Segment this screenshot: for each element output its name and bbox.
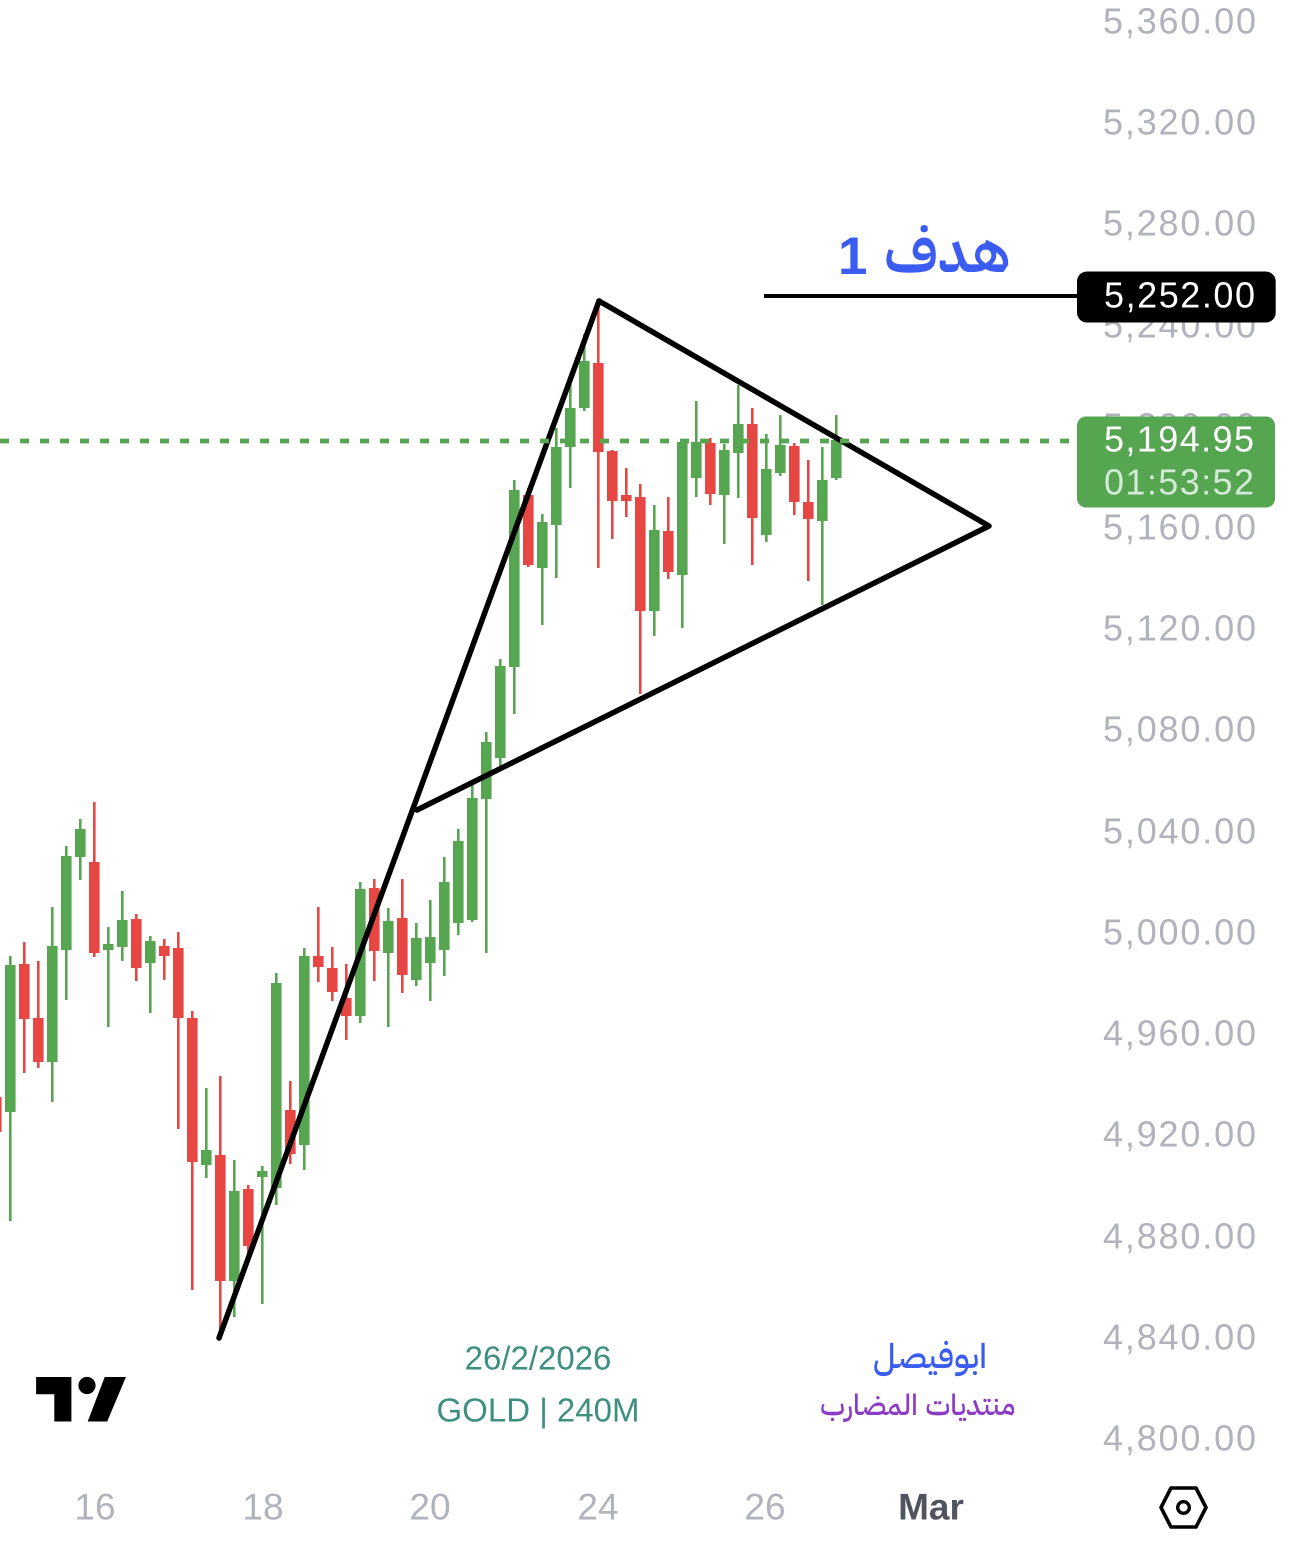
svg-text:5,320.00: 5,320.00 <box>1103 102 1256 143</box>
svg-text:5,040.00: 5,040.00 <box>1103 811 1256 852</box>
svg-text:26/2/2026: 26/2/2026 <box>465 1340 612 1377</box>
svg-text:Mar: Mar <box>898 1487 964 1528</box>
svg-text:5,160.00: 5,160.00 <box>1103 507 1256 548</box>
svg-text:4,880.00: 4,880.00 <box>1103 1216 1256 1257</box>
svg-text:4,960.00: 4,960.00 <box>1103 1013 1256 1054</box>
svg-text:5,280.00: 5,280.00 <box>1103 203 1256 244</box>
svg-text:24: 24 <box>577 1487 618 1528</box>
svg-text:18: 18 <box>242 1487 283 1528</box>
svg-text:5,194.95: 5,194.95 <box>1104 419 1254 460</box>
svg-text:20: 20 <box>409 1487 450 1528</box>
svg-text:16: 16 <box>74 1487 115 1528</box>
svg-text:26: 26 <box>744 1487 785 1528</box>
svg-text:1: 1 <box>838 227 867 286</box>
svg-text:4,840.00: 4,840.00 <box>1103 1317 1256 1358</box>
svg-text:5,360.00: 5,360.00 <box>1103 1 1256 42</box>
svg-text:GOLD | 240M: GOLD | 240M <box>437 1392 640 1429</box>
svg-text:5,252.00: 5,252.00 <box>1104 275 1255 316</box>
svg-text:4,800.00: 4,800.00 <box>1103 1418 1256 1459</box>
svg-text:5,080.00: 5,080.00 <box>1103 709 1256 750</box>
svg-text:5,120.00: 5,120.00 <box>1103 608 1256 649</box>
svg-text:5,000.00: 5,000.00 <box>1103 912 1256 953</box>
svg-text:01:53:52: 01:53:52 <box>1104 462 1254 503</box>
svg-text:4,920.00: 4,920.00 <box>1103 1114 1256 1155</box>
